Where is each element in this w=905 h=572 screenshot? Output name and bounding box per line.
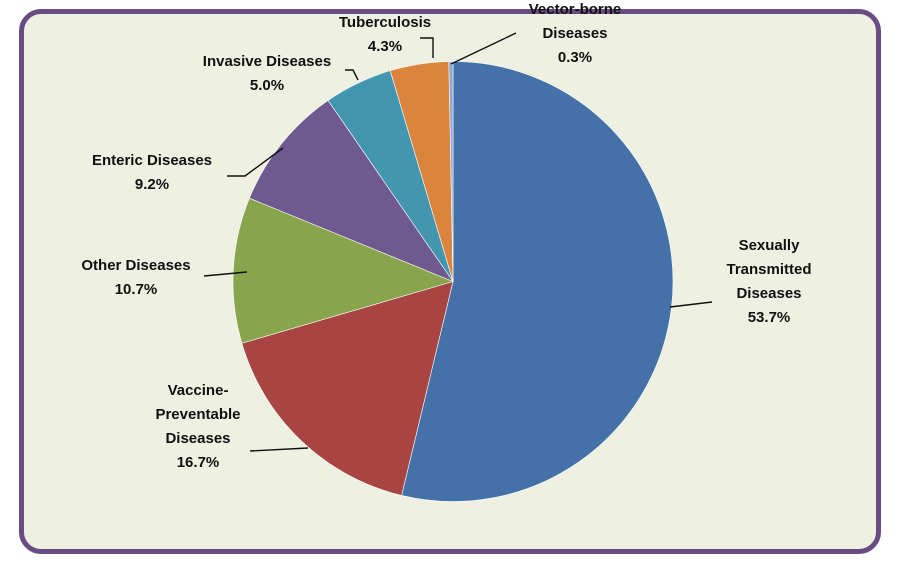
slice-category-label: Diseases (165, 430, 230, 447)
slice-label-6: Vector-borne Diseases 0.3% (529, 1, 622, 66)
slice-category-label: Vector-borne (529, 1, 622, 18)
slice-value-label: 9.2% (135, 176, 169, 193)
slice-category-label: Transmitted (726, 261, 811, 278)
pie-slice-3 (248, 99, 454, 283)
slice-category-label: Tuberculosis (339, 14, 431, 31)
slice-value-label: 16.7% (177, 454, 220, 471)
slice-category-label: Diseases (542, 25, 607, 42)
slice-value-label: 10.7% (115, 281, 158, 298)
slice-value-label: 4.3% (368, 38, 402, 55)
slice-label-4: Invasive Diseases 5.0% (203, 53, 331, 94)
leader-lines (203, 32, 713, 452)
slice-value-label: 53.7% (748, 309, 791, 326)
slice-category-label: Diseases (736, 285, 801, 302)
leader-line-2 (203, 271, 248, 277)
slice-category-label: Preventable (155, 406, 240, 423)
slice-label-0: Sexually Transmitted Diseases 53.7% (726, 237, 811, 326)
slice-category-label: Vaccine- (168, 382, 229, 399)
slice-label-1: Vaccine- Preventable Diseases 16.7% (155, 382, 240, 471)
pie-slices (232, 61, 674, 502)
slice-category-label: Other Diseases (81, 257, 190, 274)
slice-category-label: Invasive Diseases (203, 53, 331, 70)
leader-line-6 (450, 32, 517, 65)
pie-slice-1 (241, 281, 454, 496)
slice-value-label: 0.3% (558, 49, 592, 66)
slice-label-3: Enteric Diseases 9.2% (92, 152, 212, 193)
slice-label-2: Other Diseases 10.7% (81, 257, 190, 298)
leader-line-3 (227, 147, 284, 177)
slice-value-label: 5.0% (250, 77, 284, 94)
pie-slice-6 (448, 61, 454, 282)
pie-slice-2 (232, 197, 454, 344)
slice-category-label: Sexually (739, 237, 801, 254)
slice-category-label: Enteric Diseases (92, 152, 212, 169)
leader-line-5 (420, 37, 434, 58)
slice-label-5: Tuberculosis 4.3% (339, 14, 431, 55)
leader-line-0 (669, 301, 713, 308)
leader-line-4 (345, 69, 359, 81)
slice-labels: Sexually Transmitted Diseases 53.7% Vaccine-… (81, 1, 811, 471)
leader-line-1 (249, 447, 309, 452)
